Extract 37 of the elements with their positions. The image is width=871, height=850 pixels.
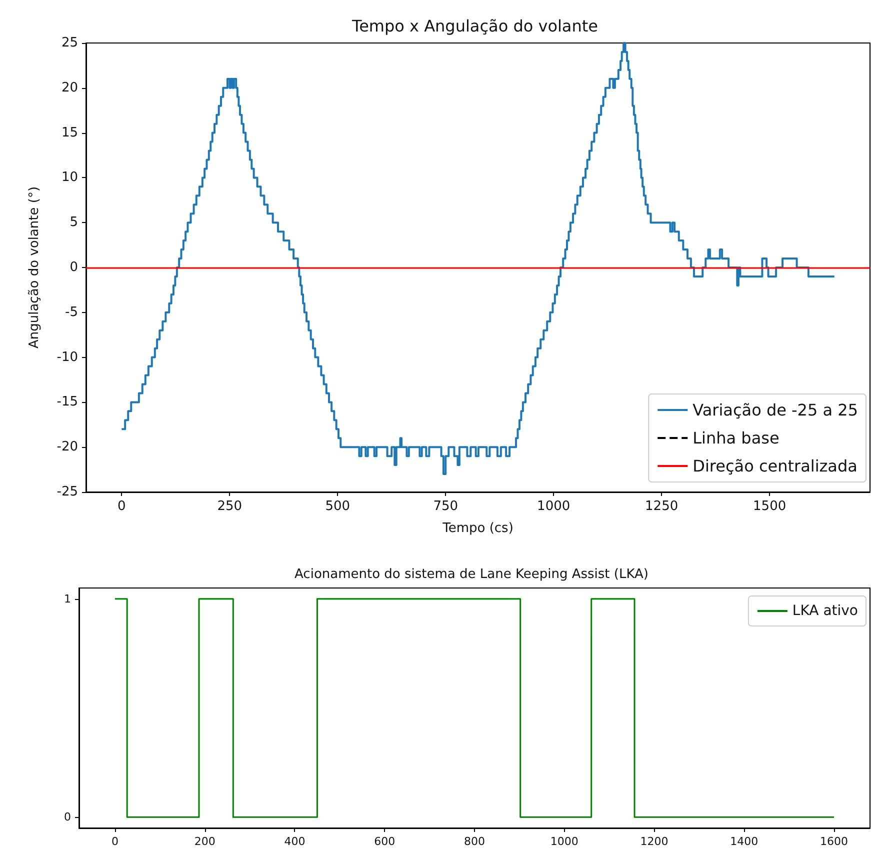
x-tick-label: 1000 bbox=[537, 499, 570, 514]
chart-title: Acionamento do sistema de Lane Keeping Assist (LKA) bbox=[294, 567, 648, 582]
x-tick-label: 400 bbox=[284, 835, 306, 848]
y-tick-label: 1 bbox=[64, 592, 71, 606]
x-tick-label: 1400 bbox=[730, 835, 758, 848]
y-tick-label: -20 bbox=[56, 440, 78, 455]
y-tick-label: 5 bbox=[70, 215, 78, 230]
y-tick-label: 25 bbox=[61, 36, 78, 50]
y-tick-label: -25 bbox=[56, 484, 78, 500]
y-tick-label: 0 bbox=[64, 810, 71, 824]
y-tick-label: 20 bbox=[61, 80, 78, 96]
legend-label: Linha base bbox=[692, 428, 780, 448]
x-tick-label: 1200 bbox=[640, 835, 668, 848]
y-tick-label: 10 bbox=[61, 170, 78, 186]
x-tick-label: 500 bbox=[325, 499, 350, 514]
x-axis-title: Tempo (cs) bbox=[442, 521, 514, 536]
legend-label: Variação de -25 a 25 bbox=[692, 400, 858, 420]
chart-title: Tempo x Angulação do volante bbox=[351, 16, 598, 36]
legend-label: LKA ativo bbox=[792, 603, 858, 619]
y-tick-label: 0 bbox=[70, 260, 78, 275]
x-tick-label: 800 bbox=[464, 835, 485, 848]
x-tick-label: 250 bbox=[217, 499, 242, 514]
x-tick-label: 1250 bbox=[645, 499, 678, 514]
x-tick-label: 0 bbox=[117, 499, 126, 514]
x-tick-label: 1600 bbox=[820, 835, 848, 848]
legend-label: Direção centralizada bbox=[692, 456, 858, 476]
x-tick-label: 750 bbox=[433, 499, 458, 514]
y-tick-label: -5 bbox=[65, 304, 78, 320]
x-tick-label: 200 bbox=[194, 835, 216, 848]
x-tick-label: 600 bbox=[374, 835, 396, 848]
y-axis-title: Angulação do volante (°) bbox=[27, 186, 42, 349]
y-tick-label: 15 bbox=[61, 125, 78, 140]
x-tick-label: 1500 bbox=[753, 499, 786, 514]
x-tick-label: 1000 bbox=[550, 835, 578, 848]
x-tick-label: 0 bbox=[111, 835, 118, 848]
y-tick-label: -15 bbox=[56, 394, 78, 410]
y-tick-label: -10 bbox=[56, 350, 78, 365]
